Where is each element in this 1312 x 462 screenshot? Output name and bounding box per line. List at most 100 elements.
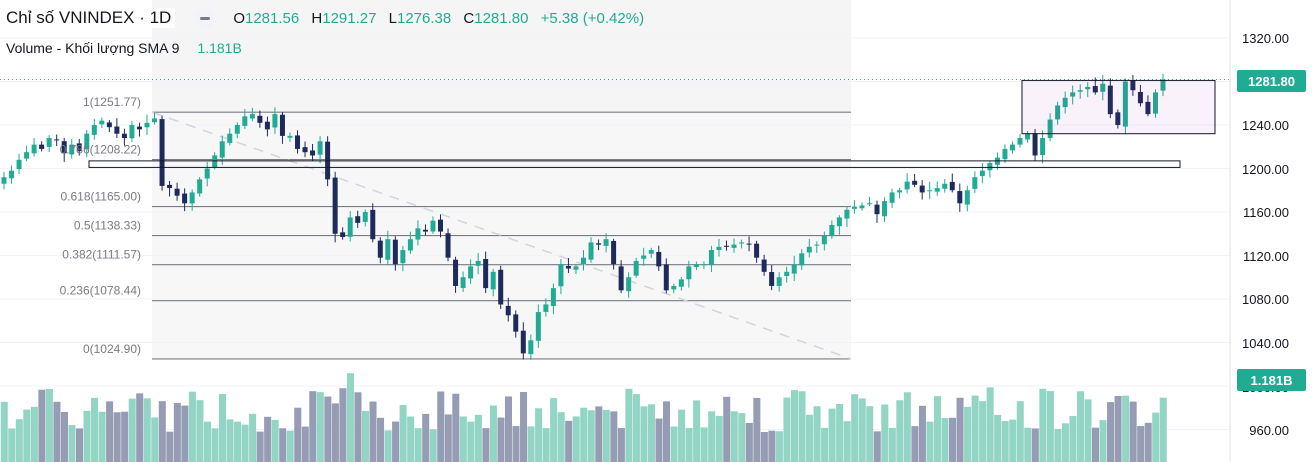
volume-bar xyxy=(196,400,204,462)
candle-body xyxy=(942,183,948,189)
volume-bar xyxy=(489,405,497,462)
volume-bar xyxy=(407,416,415,462)
volume-bar xyxy=(1061,423,1069,462)
candle-body xyxy=(806,246,812,253)
candle-body xyxy=(618,266,624,291)
volume-bar xyxy=(617,428,625,462)
candle-body xyxy=(1115,112,1121,125)
candle-body xyxy=(31,144,37,154)
volume-bar xyxy=(60,411,68,462)
candle-body xyxy=(633,260,639,276)
volume-bar xyxy=(331,403,339,462)
volume-bar xyxy=(535,408,543,462)
volume-bar xyxy=(1009,419,1017,462)
volume-bar xyxy=(933,396,941,462)
candle-body xyxy=(543,304,549,312)
candle-body xyxy=(1122,81,1128,127)
volume-bar xyxy=(1144,422,1152,462)
volume-bar xyxy=(429,429,437,462)
candle-body xyxy=(84,133,90,150)
candle-body xyxy=(603,239,609,246)
volume-bar xyxy=(75,428,84,462)
candle-body xyxy=(1032,133,1038,156)
candle-body xyxy=(347,217,353,237)
candle-body xyxy=(671,285,677,290)
candle-body xyxy=(1,177,7,184)
candle-body xyxy=(934,188,940,192)
volume-bar xyxy=(1031,428,1039,462)
candle-body xyxy=(392,239,398,265)
candle-body xyxy=(1137,91,1143,104)
candle-body xyxy=(799,253,805,266)
candle-body xyxy=(708,250,714,265)
volume-bar xyxy=(700,427,708,462)
candle-body xyxy=(912,180,918,185)
candle-body xyxy=(1017,138,1023,145)
volume-bar xyxy=(685,427,693,462)
candle-body xyxy=(355,216,361,223)
volume-bar xyxy=(527,426,535,462)
volume-bar xyxy=(1122,395,1130,462)
candle-body xyxy=(114,126,120,134)
candle-body xyxy=(972,177,978,189)
volume-bar xyxy=(557,412,565,462)
volume-label[interactable]: Volume - Khối lượng SMA 9 xyxy=(6,40,180,56)
resistance-zone xyxy=(88,160,1181,168)
candle-body xyxy=(964,190,970,205)
candle-body xyxy=(927,190,933,192)
candle-body xyxy=(340,232,346,238)
candle-body xyxy=(1070,92,1076,97)
candle-body xyxy=(784,271,790,277)
volume-bar xyxy=(377,417,385,462)
volume-bar xyxy=(249,413,257,462)
candle-body xyxy=(1062,97,1068,108)
volume-bar xyxy=(121,411,129,462)
candle-body xyxy=(332,177,338,234)
change-value: +5.38 (+0.42%) xyxy=(540,9,645,27)
candle-body xyxy=(483,258,489,289)
volume-bar xyxy=(384,430,392,462)
candle-body xyxy=(641,255,647,259)
volume-bar xyxy=(956,397,964,462)
volume-bar xyxy=(422,413,430,462)
volume-bar xyxy=(738,413,746,462)
volume-bar xyxy=(392,421,400,462)
candle-body xyxy=(558,264,564,287)
price-tick: 1200.00 xyxy=(1242,162,1289,177)
fib-trend-line xyxy=(151,111,852,360)
candle-body xyxy=(498,269,504,305)
candle-body xyxy=(407,239,413,251)
candle-body xyxy=(475,260,481,266)
candle-body xyxy=(505,305,511,316)
volume-bar xyxy=(881,404,889,462)
volume-bar xyxy=(670,426,678,462)
candle-body xyxy=(24,152,30,159)
volume-bar xyxy=(1152,412,1160,462)
candle-body xyxy=(279,114,285,136)
volume-bar xyxy=(1084,399,1092,462)
volume-bar xyxy=(542,428,550,462)
price-tick: 1040.00 xyxy=(1242,336,1289,351)
collapse-legend-icon[interactable] xyxy=(195,8,216,28)
volume-bar xyxy=(858,398,866,462)
volume-bar xyxy=(565,420,573,462)
candle-body xyxy=(1047,119,1053,139)
volume-bar xyxy=(994,414,1002,462)
fib-label: 0.618(1165.00) xyxy=(60,190,141,204)
volume-bar xyxy=(437,391,445,462)
candle-body xyxy=(776,277,782,286)
volume-bar xyxy=(730,411,738,462)
volume-bar xyxy=(813,406,821,462)
candle-body xyxy=(611,240,617,265)
price-tick: 1120.00 xyxy=(1242,249,1289,264)
candle-body xyxy=(535,312,541,341)
candle-body xyxy=(701,264,707,266)
symbol-title[interactable]: Chỉ số VNINDEX · 1D xyxy=(6,8,176,28)
volume-bar xyxy=(888,427,896,462)
candle-body xyxy=(1077,90,1083,92)
volume-bar xyxy=(941,417,949,462)
candle-body xyxy=(663,264,669,291)
volume-bar xyxy=(467,421,475,462)
candle-body xyxy=(377,240,383,258)
